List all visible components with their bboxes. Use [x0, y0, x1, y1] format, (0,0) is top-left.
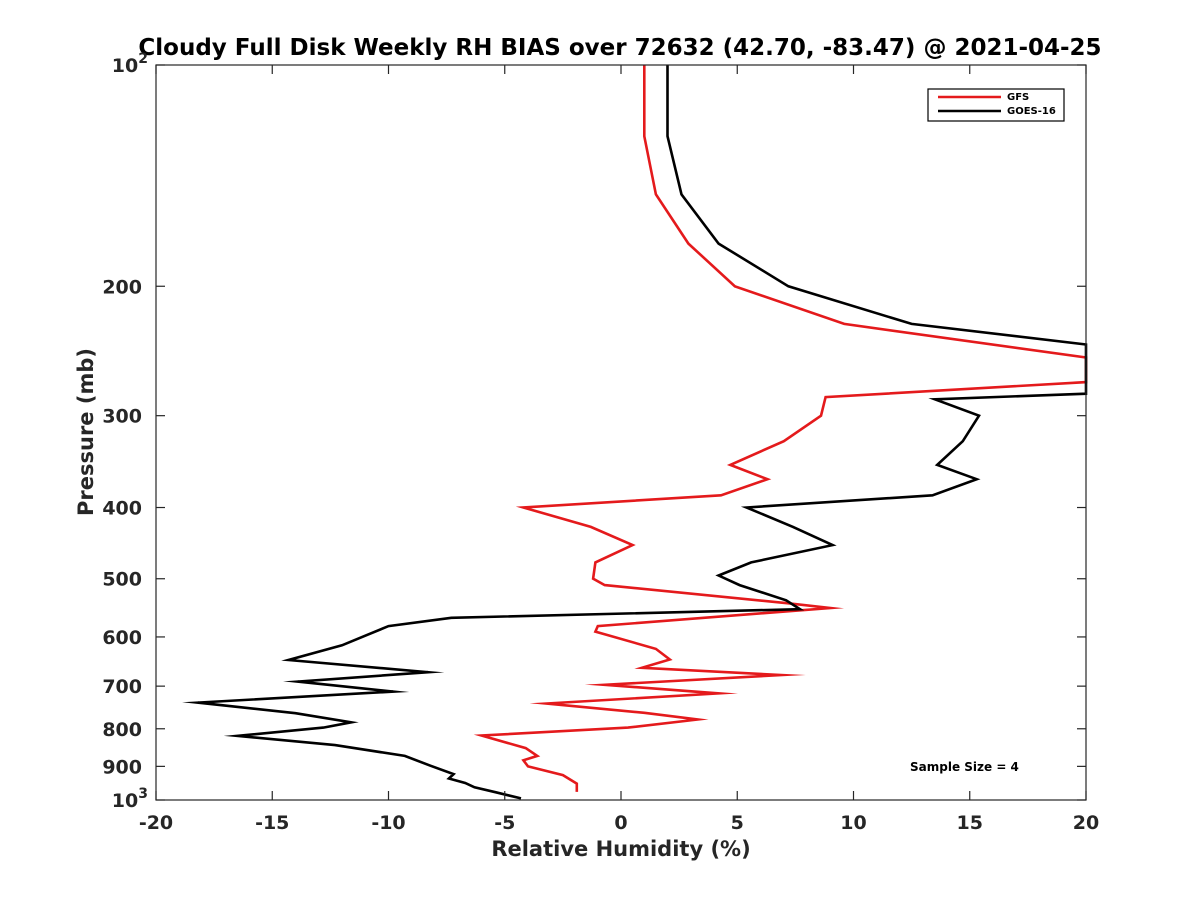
- y-axis-label: Pressure (mb): [74, 348, 98, 516]
- x-tick-label: -15: [255, 812, 289, 834]
- y-tick-label: 900: [102, 756, 142, 778]
- y-axis-ticks: 102 200 300 400 500 600 700 800 900 103: [102, 51, 1086, 812]
- x-tick-label: 15: [957, 812, 983, 834]
- legend-label-goes-16: GOES-16: [1007, 106, 1056, 117]
- chart-title: Cloudy Full Disk Weekly RH BIAS over 726…: [138, 35, 1101, 61]
- legend: GFS GOES-16: [927, 88, 1065, 122]
- sample-size-annotation: Sample Size = 4: [910, 760, 1019, 774]
- y-tick-label: 102: [112, 51, 148, 77]
- x-tick-label: -10: [371, 812, 405, 834]
- x-tick-label: 20: [1073, 812, 1099, 834]
- x-tick-label: -20: [139, 812, 173, 834]
- x-tick-label: 0: [614, 812, 627, 834]
- x-tick-label: 5: [731, 812, 744, 834]
- y-tick-label: 300: [102, 406, 142, 428]
- y-tick-label: 600: [102, 627, 142, 649]
- y-tick-label: 800: [102, 719, 142, 741]
- x-axis-ticks: -20 -15 -10 -5 0 5 10 15 20: [139, 65, 1099, 834]
- y-tick-label: 400: [102, 498, 142, 520]
- legend-box: [927, 88, 1065, 122]
- y-tick-label: 103: [112, 786, 148, 812]
- y-tick-label: 200: [102, 276, 142, 298]
- y-tick-label: 700: [102, 676, 142, 698]
- x-tick-label: 10: [840, 812, 866, 834]
- y-tick-label: 500: [102, 569, 142, 591]
- x-axis-label: Relative Humidity (%): [491, 837, 750, 861]
- legend-label-gfs: GFS: [1007, 92, 1029, 103]
- x-tick-label: -5: [494, 812, 515, 834]
